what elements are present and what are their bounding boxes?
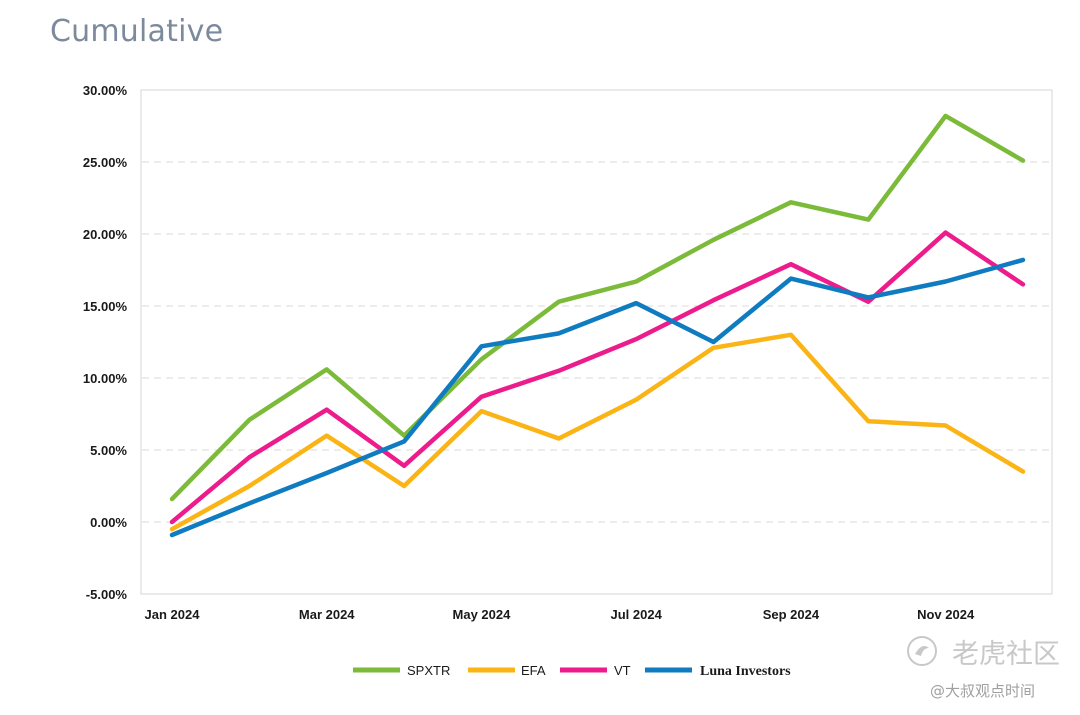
legend: SPXTR EFA VT Luna Investors [353,663,791,679]
y-tick-label: -5.00% [86,587,128,602]
y-axis-ticks: 30.00% 25.00% 20.00% 15.00% 10.00% 5.00% 0.00%… [83,83,128,602]
x-tick-label: Jul 2024 [611,607,663,622]
grid-lines [142,161,1051,523]
series-line-efa [169,332,1026,532]
x-tick-label: Jan 2024 [145,607,201,622]
y-tick-label: 30.00% [83,83,128,98]
x-tick-label: Nov 2024 [917,607,975,622]
legend-label: EFA [521,663,546,678]
y-tick-label: 0.00% [90,515,127,530]
x-tick-label: May 2024 [453,607,512,622]
y-tick-label: 10.00% [83,371,128,386]
chart-title: Cumulative [50,14,224,49]
x-axis-ticks: Jan 2024 Mar 2024 May 2024 Jul 2024 Sep 2024… [145,607,975,622]
legend-label: Luna Investors [700,664,791,679]
series-line-spxtr [169,113,1026,502]
y-tick-label: 15.00% [83,299,128,314]
plot-area [140,89,1053,595]
watermark-name: 老虎社区 [952,639,1060,670]
series-line-vt [169,230,1026,525]
series-line-luna-investors [169,257,1026,538]
x-tick-label: Mar 2024 [299,607,355,622]
x-tick-label: Sep 2024 [763,607,820,622]
legend-label: VT [614,663,631,678]
legend-label: SPXTR [407,663,450,678]
watermark-handle: @大叔观点时间 [930,682,1036,700]
watermark-logo-icon [907,636,937,666]
y-tick-label: 5.00% [90,443,127,458]
series-lines [169,113,1026,538]
y-tick-label: 25.00% [83,155,128,170]
y-tick-label: 20.00% [83,227,128,242]
